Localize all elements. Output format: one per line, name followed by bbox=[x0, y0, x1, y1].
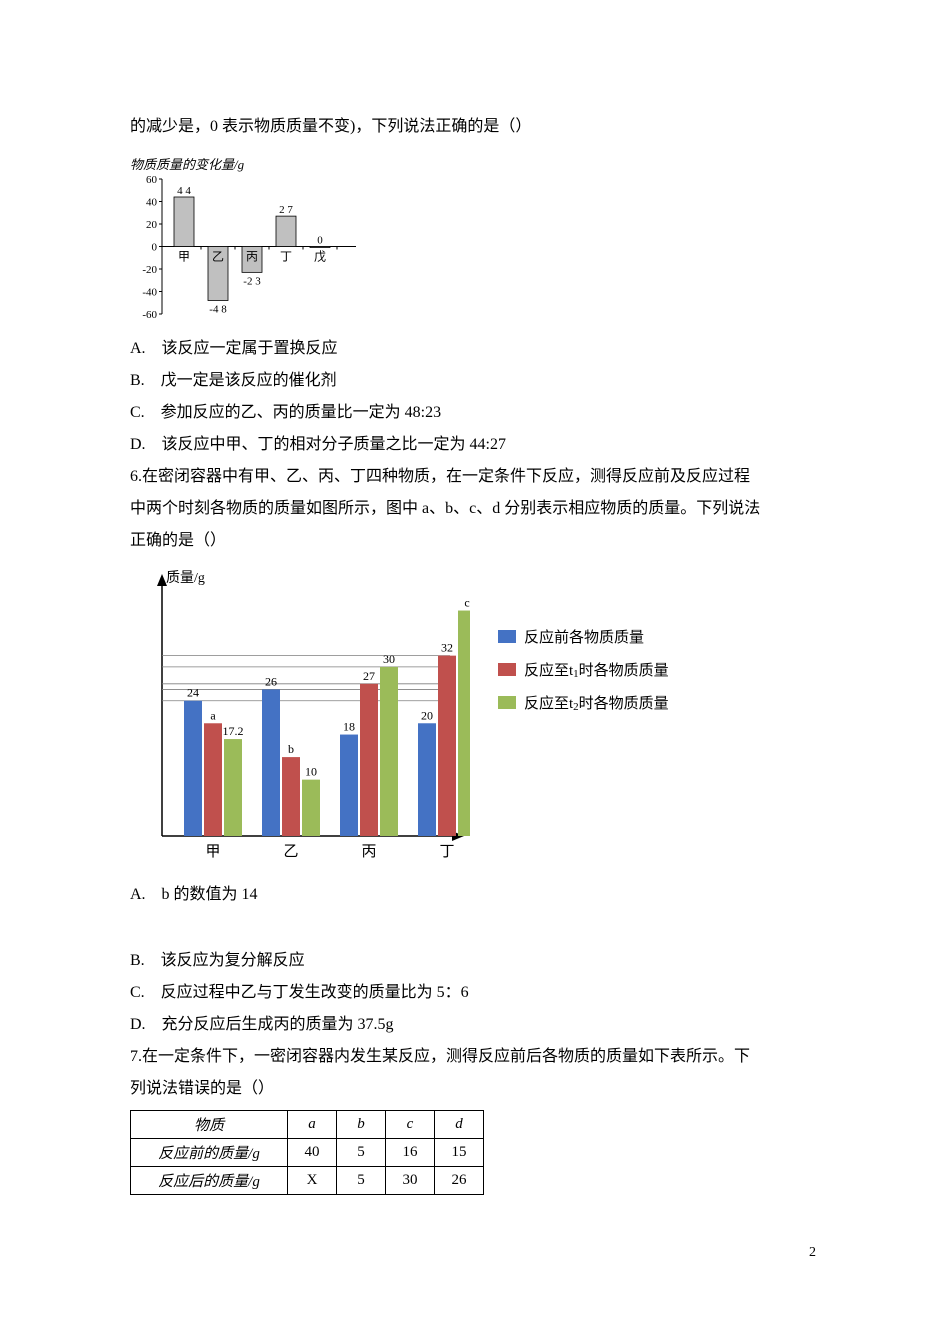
svg-text:甲: 甲 bbox=[205, 844, 220, 860]
table-cell: 5 bbox=[337, 1139, 386, 1167]
svg-text:60: 60 bbox=[146, 175, 158, 186]
svg-text:-2 3: -2 3 bbox=[243, 275, 261, 287]
svg-text:24: 24 bbox=[187, 686, 199, 700]
legend-label: 反应至t2时各物质质量 bbox=[524, 692, 669, 713]
svg-text:0: 0 bbox=[152, 242, 158, 254]
table-row: 反应前的质量/g4051615 bbox=[131, 1139, 484, 1167]
table-header: d bbox=[435, 1111, 484, 1139]
table-cell: 30 bbox=[386, 1167, 435, 1195]
q6-stem-line2: 中两个时刻各物质的质量如图所示，图中 a、b、c、d 分别表示相应物质的质量。下… bbox=[130, 494, 820, 524]
table-cell: 15 bbox=[435, 1139, 484, 1167]
svg-text:-40: -40 bbox=[142, 287, 157, 299]
table-cell: 反应后的质量/g bbox=[131, 1167, 288, 1195]
q5-option-a: A. 该反应一定属于置换反应 bbox=[130, 334, 820, 364]
svg-text:20: 20 bbox=[146, 219, 158, 231]
svg-text:甲: 甲 bbox=[178, 250, 190, 264]
table-header: 物质 bbox=[131, 1111, 288, 1139]
svg-text:-4 8: -4 8 bbox=[209, 304, 227, 316]
svg-text:乙: 乙 bbox=[283, 844, 298, 860]
svg-text:丁: 丁 bbox=[280, 250, 292, 264]
table-header: c bbox=[386, 1111, 435, 1139]
continuation-line: 的减少是，0 表示物质质量不变)，下列说法正确的是（） bbox=[130, 112, 820, 142]
svg-text:a: a bbox=[210, 708, 216, 722]
q7-stem-line2: 列说法错误的是（） bbox=[130, 1074, 820, 1104]
q7-table: 物质abcd反应前的质量/g4051615反应后的质量/gX53026 bbox=[130, 1110, 484, 1195]
table-cell: 5 bbox=[337, 1167, 386, 1195]
svg-text:27: 27 bbox=[363, 669, 375, 683]
svg-text:2 7: 2 7 bbox=[279, 204, 293, 216]
svg-text:-20: -20 bbox=[142, 264, 157, 276]
page-number: 2 bbox=[130, 1245, 820, 1261]
document-page: 的减少是，0 表示物质质量不变)，下列说法正确的是（） 物质质量的变化量/g 6… bbox=[0, 0, 950, 1321]
table-cell: 26 bbox=[435, 1167, 484, 1195]
legend-item: 反应至t1时各物质质量 bbox=[498, 659, 669, 680]
figure-grouped-bar-chart: 质量/g24a17.2甲26b10乙182730丙2032cd丁 反应前各物质质… bbox=[130, 566, 820, 866]
figure-mass-change-bar-chart: 物质质量的变化量/g 60 40 20 0 -20 -40 -60 4 4 甲 -4 8 乙 -2 3… bbox=[130, 154, 360, 320]
svg-text:丙: 丙 bbox=[361, 844, 376, 860]
svg-text:20: 20 bbox=[421, 708, 433, 722]
svg-text:4 4: 4 4 bbox=[177, 185, 191, 197]
svg-text:-60: -60 bbox=[142, 309, 157, 320]
svg-text:30: 30 bbox=[383, 652, 395, 666]
table-header: a bbox=[288, 1111, 337, 1139]
q7-stem-line1: 7.在一定条件下，一密闭容器内发生某反应，测得反应前后各物质的质量如下表所示。下 bbox=[130, 1042, 820, 1072]
table-cell: X bbox=[288, 1167, 337, 1195]
table-row: 反应后的质量/gX53026 bbox=[131, 1167, 484, 1195]
legend-label: 反应前各物质质量 bbox=[524, 626, 644, 647]
q6-option-d: D. 充分反应后生成丙的质量为 37.5g bbox=[130, 1010, 820, 1040]
q5-option-c: C. 参加反应的乙、丙的质量比一定为 48:23 bbox=[130, 398, 820, 428]
svg-text:10: 10 bbox=[305, 765, 317, 779]
q6-stem-line3: 正确的是（） bbox=[130, 526, 820, 556]
svg-text:18: 18 bbox=[343, 720, 355, 734]
q5-option-b: B. 戊一定是该反应的催化剂 bbox=[130, 366, 820, 396]
q6-option-c: C. 反应过程中乙与丁发生改变的质量比为 5：6 bbox=[130, 978, 820, 1008]
q6-option-b: B. 该反应为复分解反应 bbox=[130, 946, 820, 976]
figure1-title: 物质质量的变化量/g bbox=[130, 154, 360, 173]
figure1-svg: 60 40 20 0 -20 -40 -60 4 4 甲 -4 8 乙 -2 3 丙 2 7 丁 0 戊 bbox=[130, 175, 360, 320]
svg-text:质量/g: 质量/g bbox=[166, 570, 205, 586]
legend-item: 反应至t2时各物质质量 bbox=[498, 692, 669, 713]
table-cell: 反应前的质量/g bbox=[131, 1139, 288, 1167]
svg-text:26: 26 bbox=[265, 674, 277, 688]
svg-text:17.2: 17.2 bbox=[223, 724, 244, 738]
q6-option-a: A. b 的数值为 14 bbox=[130, 880, 820, 910]
svg-text:乙: 乙 bbox=[212, 250, 224, 264]
figure2-svg: 质量/g24a17.2甲26b10乙182730丙2032cd丁 bbox=[130, 566, 470, 866]
legend-item: 反应前各物质质量 bbox=[498, 626, 669, 647]
legend-label: 反应至t1时各物质质量 bbox=[524, 659, 669, 680]
legend-swatch bbox=[498, 696, 516, 709]
table-cell: 40 bbox=[288, 1139, 337, 1167]
legend-swatch bbox=[498, 630, 516, 643]
svg-text:丙: 丙 bbox=[246, 250, 258, 264]
svg-text:戊: 戊 bbox=[314, 250, 326, 264]
svg-text:0: 0 bbox=[317, 235, 323, 247]
table-header: b bbox=[337, 1111, 386, 1139]
svg-text:32: 32 bbox=[441, 641, 453, 655]
table-cell: 16 bbox=[386, 1139, 435, 1167]
svg-text:c: c bbox=[464, 596, 469, 610]
svg-text:40: 40 bbox=[146, 197, 158, 209]
q5-option-d: D. 该反应中甲、丁的相对分子质量之比一定为 44:27 bbox=[130, 430, 820, 460]
svg-text:丁: 丁 bbox=[439, 844, 454, 860]
figure2-legend: 反应前各物质质量反应至t1时各物质质量反应至t2时各物质质量 bbox=[498, 626, 669, 725]
legend-swatch bbox=[498, 663, 516, 676]
svg-text:b: b bbox=[288, 742, 294, 756]
q6-stem-line1: 6.在密闭容器中有甲、乙、丙、丁四种物质，在一定条件下反应，测得反应前及反应过程 bbox=[130, 462, 820, 492]
